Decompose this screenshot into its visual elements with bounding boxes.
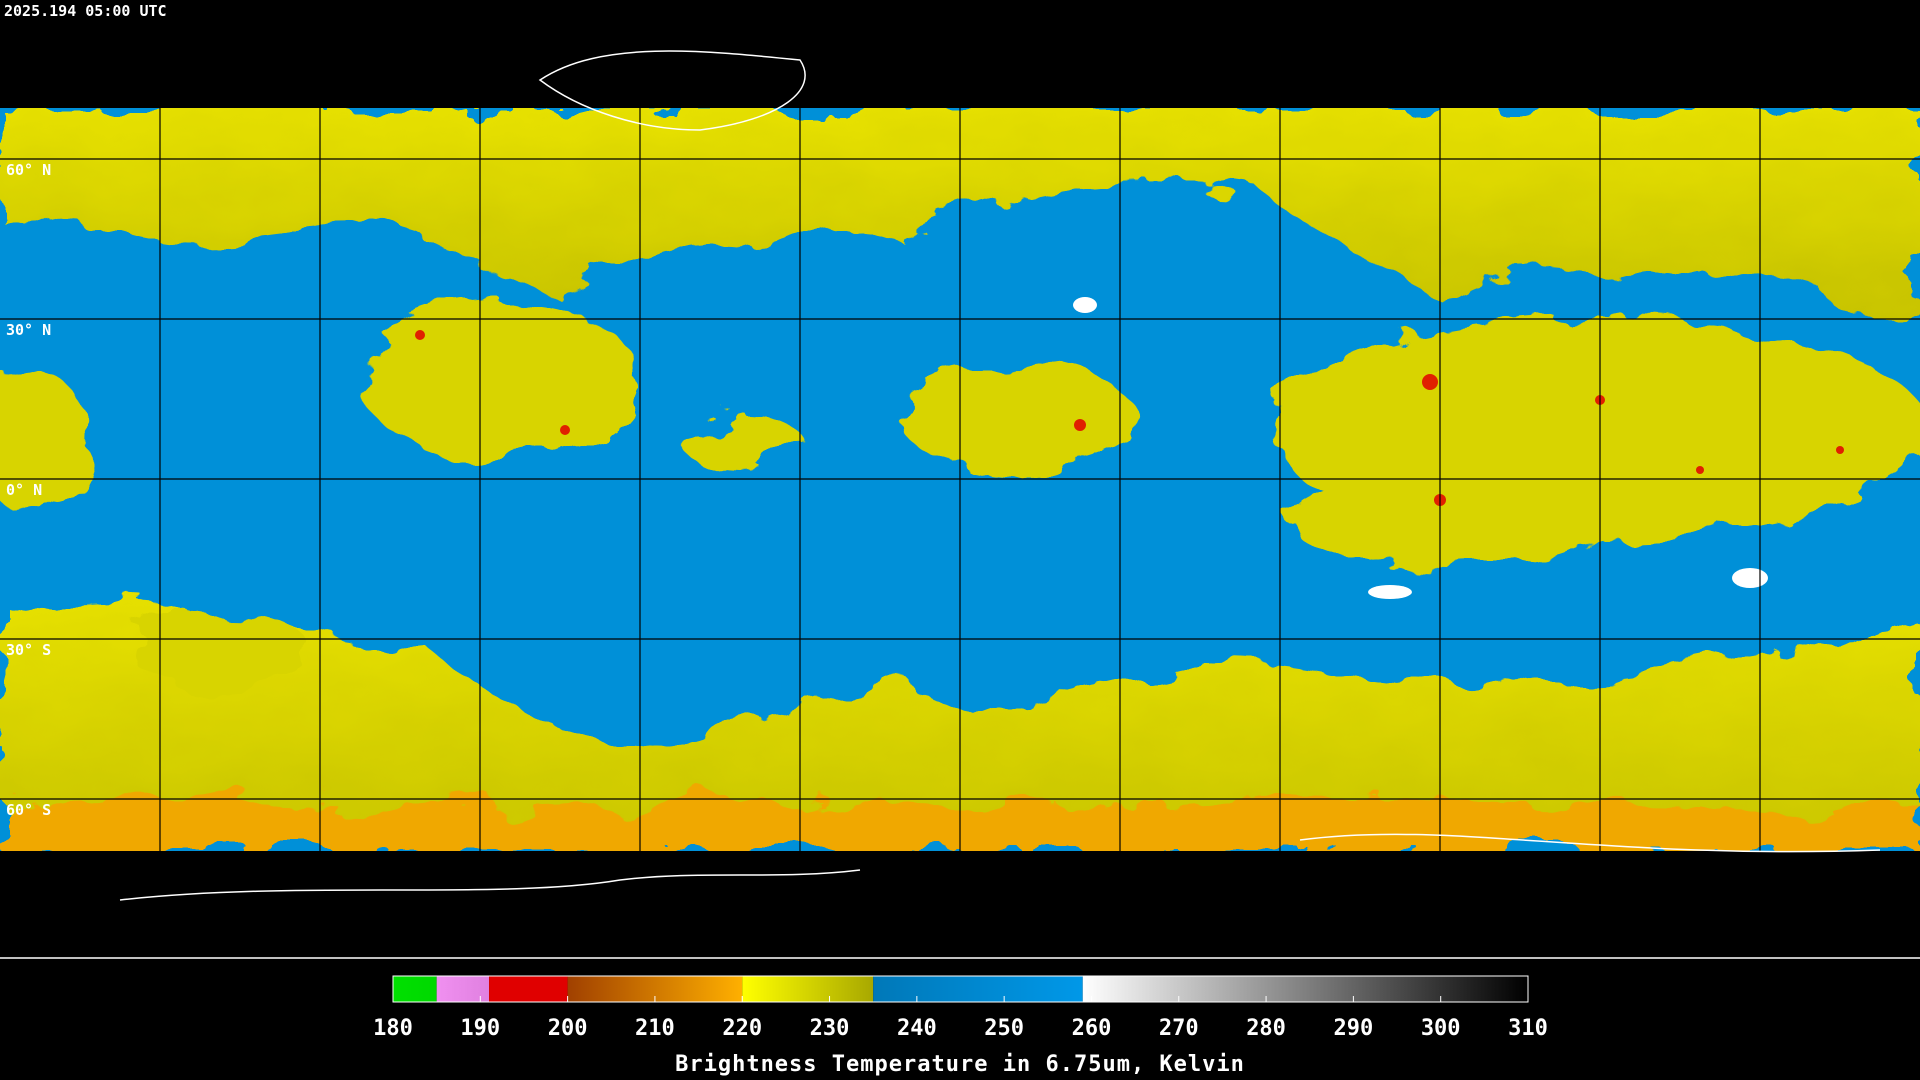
colorbar-tick-label: 190 (460, 1016, 500, 1041)
colorbar-segment (393, 976, 437, 1002)
colorbar-tick-label: 200 (548, 1016, 588, 1041)
colorbar-segment (436, 976, 490, 1002)
graticule (0, 158, 1920, 800)
colorbar-segment (1082, 976, 1528, 1002)
colorbar-tick-label: 220 (722, 1016, 762, 1041)
latitude-label: 60° S (6, 801, 51, 819)
colorbar-tick-label: 300 (1421, 1016, 1461, 1041)
latitude-labels: 60° N 30° N 0° N 30° S 60° S (6, 161, 51, 819)
colorbar-tick-label: 270 (1159, 1016, 1199, 1041)
colorbar-tick-label: 250 (984, 1016, 1024, 1041)
colorbar-tick-label: 230 (810, 1016, 850, 1041)
colorbar-segment (742, 976, 874, 1002)
latitude-label: 60° N (6, 161, 51, 179)
colorbar-tick-label: 280 (1246, 1016, 1286, 1041)
colorbar-frame (392, 975, 1529, 1003)
colorbar-segment (489, 976, 568, 1002)
cold-high-clouds (1073, 297, 1768, 599)
colorbar-tick-label: 260 (1072, 1016, 1112, 1041)
colorbar-tick-label: 180 (373, 1016, 413, 1041)
colorbar-tick-label: 310 (1508, 1016, 1548, 1041)
latitude-label: 30° S (6, 641, 51, 659)
colorbar-tick-label: 240 (897, 1016, 937, 1041)
colorbar-tick-label: 290 (1334, 1016, 1374, 1041)
timestamp: 2025.194 05:00 UTC (4, 2, 167, 20)
colorbar-tick-label: 210 (635, 1016, 675, 1041)
colorbar-title: Brightness Temperature in 6.75um, Kelvin (675, 1052, 1245, 1077)
coastlines (119, 50, 1881, 901)
colorbar-segment (873, 976, 1083, 1002)
latitude-label: 30° N (6, 321, 51, 339)
latitude-label: 0° N (6, 481, 42, 499)
colorbar: 180 190 200 210 220 230 240 250 260 270 280 290 300 3… (373, 975, 1548, 1041)
